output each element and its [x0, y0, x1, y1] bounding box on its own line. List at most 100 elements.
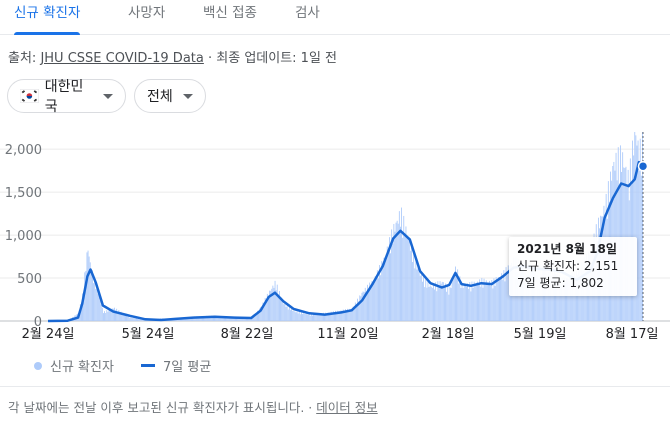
daily-cases-bar	[260, 307, 262, 321]
daily-cases-bar	[211, 316, 213, 321]
daily-cases-bar	[231, 318, 233, 321]
y-tick-label: 2,000	[5, 143, 42, 158]
daily-cases-bar	[457, 269, 459, 321]
daily-cases-bar	[292, 310, 294, 321]
daily-cases-bar	[423, 276, 424, 321]
daily-cases-bar	[283, 304, 285, 321]
daily-cases-bar	[640, 175, 642, 321]
daily-cases-bar	[562, 286, 564, 321]
daily-cases-bar	[361, 292, 363, 321]
daily-cases-bar	[251, 318, 253, 321]
daily-cases-bar	[277, 294, 279, 321]
x-tick-label: 2월 18일	[422, 327, 475, 342]
daily-cases-bar	[275, 290, 277, 321]
daily-cases-bar	[573, 271, 575, 321]
daily-cases-bar	[254, 313, 256, 321]
daily-cases-bar	[240, 318, 242, 321]
tab-deaths[interactable]: 사망자	[128, 0, 165, 34]
daily-cases-bar	[369, 282, 371, 321]
daily-cases-bar	[350, 309, 352, 321]
daily-cases-bar	[398, 211, 400, 321]
daily-cases-bar	[304, 313, 306, 321]
daily-cases-bar	[229, 318, 231, 321]
daily-cases-bar	[97, 293, 99, 321]
daily-cases-bar	[483, 278, 485, 321]
daily-cases-bar	[246, 318, 247, 321]
daily-cases-bar	[204, 316, 206, 321]
daily-cases-bar	[242, 318, 244, 321]
data-info-link[interactable]: 데이터 정보	[316, 400, 378, 415]
daily-cases-bar	[261, 306, 263, 321]
daily-cases-bar	[219, 317, 221, 321]
daily-cases-bar	[140, 319, 142, 321]
x-tick-label: 2월 24일	[22, 327, 75, 342]
scope-dropdown[interactable]: 전체	[134, 79, 206, 113]
daily-cases-bar	[117, 312, 119, 321]
daily-cases-bar	[217, 316, 219, 321]
daily-cases-bar	[340, 310, 342, 321]
daily-cases-bar	[442, 282, 444, 321]
daily-cases-bar	[108, 309, 110, 321]
daily-cases-bar	[639, 138, 641, 321]
daily-cases-bar	[574, 279, 576, 321]
daily-cases-bar	[431, 287, 433, 321]
daily-cases-bar	[420, 274, 422, 321]
daily-cases-bar	[215, 316, 217, 321]
daily-cases-bar	[213, 315, 214, 321]
daily-cases-bar	[412, 262, 413, 321]
y-axis-labels: 0 500 1,000 1,500 2,000	[5, 143, 42, 330]
y-tick-label: 500	[17, 272, 42, 287]
tab-new-cases[interactable]: 신규 확진자	[14, 0, 81, 35]
daily-cases-bar	[281, 297, 283, 321]
daily-cases-bar	[287, 309, 289, 321]
daily-cases-bar	[359, 295, 361, 321]
daily-cases-bar	[303, 313, 305, 321]
footer-note: 각 날짜에는 전날 이후 보고된 신규 확진자가 표시됩니다. · 데이터 정보	[8, 397, 378, 416]
active-tab-indicator	[14, 32, 81, 35]
y-tick-label: 1,500	[5, 186, 42, 201]
daily-cases-bar	[317, 314, 319, 321]
daily-cases-bar	[490, 285, 492, 321]
daily-cases-bar	[427, 281, 429, 321]
tab-vaccinations[interactable]: 백신 접종	[203, 0, 257, 34]
daily-cases-bar	[224, 317, 225, 321]
daily-cases-bar	[181, 318, 182, 321]
daily-cases-bar	[374, 276, 376, 321]
daily-cases-bar	[280, 297, 281, 321]
daily-cases-bar	[452, 277, 454, 321]
daily-cases-bar	[471, 281, 473, 321]
daily-cases-bar	[216, 315, 218, 321]
daily-cases-bar	[422, 281, 423, 321]
daily-cases-bar	[248, 318, 250, 321]
daily-cases-bar	[430, 286, 432, 321]
daily-cases-bar	[336, 312, 338, 321]
daily-cases-bar	[416, 269, 418, 321]
daily-cases-bar	[493, 278, 495, 321]
daily-cases-bar	[528, 275, 530, 321]
daily-cases-bar	[326, 313, 328, 321]
daily-cases-bar	[321, 314, 323, 321]
daily-cases-bar	[642, 132, 643, 321]
daily-cases-bar	[222, 316, 224, 321]
tab-new-cases-label: 신규 확진자	[14, 5, 81, 21]
daily-cases-bar	[122, 313, 124, 321]
daily-cases-bar	[453, 273, 455, 321]
daily-cases-bar	[393, 223, 395, 321]
daily-cases-bar	[503, 270, 505, 321]
daily-cases-bar	[343, 311, 345, 321]
tab-tests[interactable]: 검사	[295, 0, 320, 34]
daily-cases-bar	[308, 314, 310, 321]
daily-cases-bar	[265, 301, 267, 321]
daily-cases-bar	[228, 317, 230, 321]
country-dropdown[interactable]: 대한민국	[7, 79, 126, 115]
daily-cases-bar	[445, 283, 446, 321]
daily-cases-bar	[199, 316, 201, 321]
tooltip-avg-row: 7일 평균: 1,802	[517, 276, 604, 290]
daily-cases-bar	[252, 316, 254, 321]
source-link[interactable]: JHU CSSE COVID-19 Data	[40, 51, 204, 66]
daily-cases-bar	[116, 308, 118, 321]
daily-cases-bar	[87, 250, 89, 321]
scope-dropdown-label: 전체	[147, 89, 173, 105]
daily-cases-bar	[536, 275, 538, 321]
daily-cases-bar	[380, 275, 382, 321]
